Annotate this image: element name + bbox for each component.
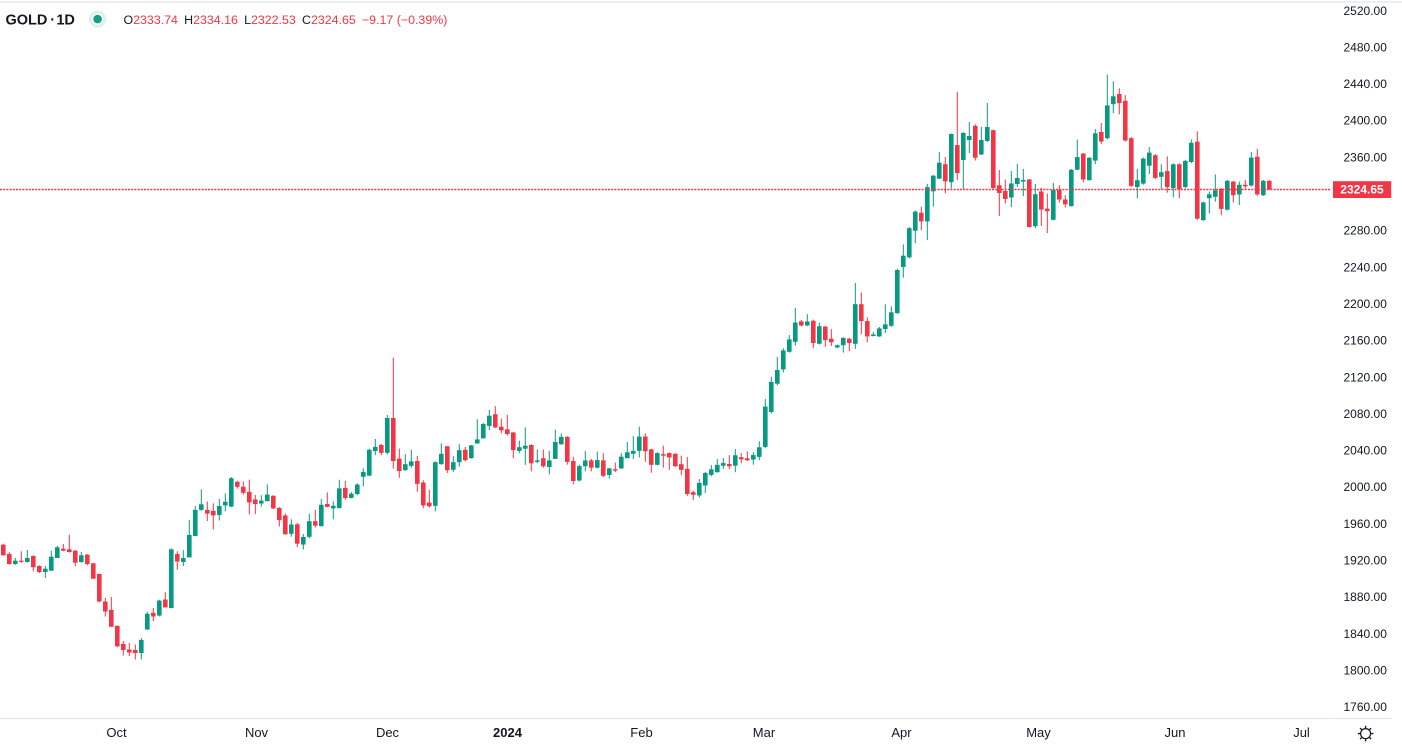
svg-text:2024: 2024 xyxy=(493,725,523,740)
svg-text:Apr: Apr xyxy=(891,725,912,740)
svg-text:GOLD · 1D: GOLD · 1D xyxy=(6,12,75,28)
svg-text:1760.00: 1760.00 xyxy=(1344,700,1388,714)
svg-text:Mar: Mar xyxy=(753,725,776,740)
svg-text:Dec: Dec xyxy=(376,725,400,740)
svg-text:2040.00: 2040.00 xyxy=(1344,444,1388,458)
svg-text:1960.00: 1960.00 xyxy=(1344,517,1388,531)
svg-text:2400.00: 2400.00 xyxy=(1344,114,1388,128)
svg-text:Feb: Feb xyxy=(630,725,652,740)
svg-text:2360.00: 2360.00 xyxy=(1344,150,1388,164)
svg-text:2520.00: 2520.00 xyxy=(1344,4,1388,18)
svg-text:May: May xyxy=(1026,725,1051,740)
svg-text:2200.00: 2200.00 xyxy=(1344,297,1388,311)
svg-text:1920.00: 1920.00 xyxy=(1344,554,1388,568)
svg-text:2324.65: 2324.65 xyxy=(1340,183,1384,197)
svg-text:2240.00: 2240.00 xyxy=(1344,260,1388,274)
svg-text:Jun: Jun xyxy=(1165,725,1186,740)
svg-text:2440.00: 2440.00 xyxy=(1344,77,1388,91)
svg-text:Oct: Oct xyxy=(106,725,127,740)
svg-text:2480.00: 2480.00 xyxy=(1344,41,1388,55)
svg-text:2080.00: 2080.00 xyxy=(1344,407,1388,421)
svg-text:1840.00: 1840.00 xyxy=(1344,627,1388,641)
svg-text:Nov: Nov xyxy=(245,725,269,740)
svg-text:2000.00: 2000.00 xyxy=(1344,480,1388,494)
svg-text:2280.00: 2280.00 xyxy=(1344,224,1388,238)
svg-text:O2333.74 H2334.16 L2322.53 C23: O2333.74 H2334.16 L2322.53 C2324.65 −9.1… xyxy=(124,13,448,27)
svg-text:1880.00: 1880.00 xyxy=(1344,590,1388,604)
svg-text:2120.00: 2120.00 xyxy=(1344,370,1388,384)
svg-text:2160.00: 2160.00 xyxy=(1344,334,1388,348)
svg-text:1800.00: 1800.00 xyxy=(1344,664,1388,678)
svg-text:Jul: Jul xyxy=(1293,725,1310,740)
